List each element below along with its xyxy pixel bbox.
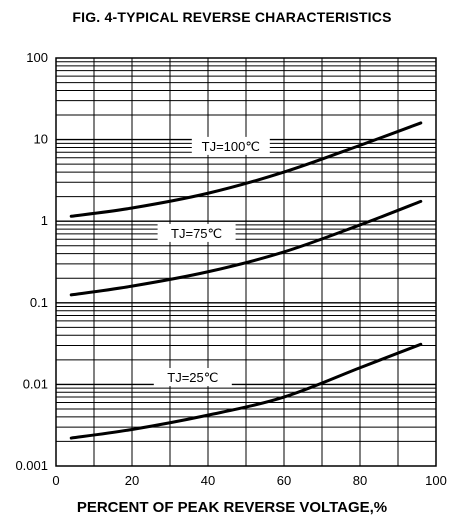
- series-label-bg: [191, 136, 270, 155]
- y-tick-label: 0.1: [30, 295, 48, 310]
- x-tick-label: 0: [52, 473, 59, 488]
- y-tick-label: 0.01: [23, 376, 48, 391]
- x-tick-label: 80: [353, 473, 367, 488]
- series-line-0: [69, 121, 423, 218]
- chart-title: FIG. 4-TYPICAL REVERSE CHARACTERISTICS: [72, 9, 392, 25]
- y-tick-label: 1: [41, 213, 48, 228]
- y-tick-label: 0.001: [15, 458, 48, 473]
- y-tick-label: 10: [34, 132, 48, 147]
- x-tick-label: 100: [425, 473, 447, 488]
- series-label-bg: [157, 223, 236, 242]
- curve-labels: TJ=100℃ TJ=75℃ TJ=25℃: [153, 136, 270, 387]
- series-line-2: [69, 342, 423, 440]
- series-line-1: [69, 199, 423, 297]
- x-axis-title: PERCENT OF PEAK REVERSE VOLTAGE,%: [76, 499, 388, 516]
- x-tick-labels: 0 20 40 60 80 100: [52, 473, 446, 488]
- series-label: TJ=100℃: [202, 139, 260, 154]
- plot-frame: [55, 57, 437, 467]
- x-tick-label: 40: [201, 473, 215, 488]
- curves: [69, 121, 423, 440]
- y-tick-label: 100: [26, 50, 48, 65]
- x-tick-label: 60: [277, 473, 291, 488]
- y-tick-labels: 100 10 1 0.1 0.01 0.001: [15, 50, 48, 473]
- series-label-bg: [153, 368, 232, 387]
- x-tick-label: 20: [125, 473, 139, 488]
- series-label: TJ=75℃: [171, 226, 222, 241]
- series-label: TJ=25℃: [167, 370, 218, 385]
- grid: [56, 58, 436, 466]
